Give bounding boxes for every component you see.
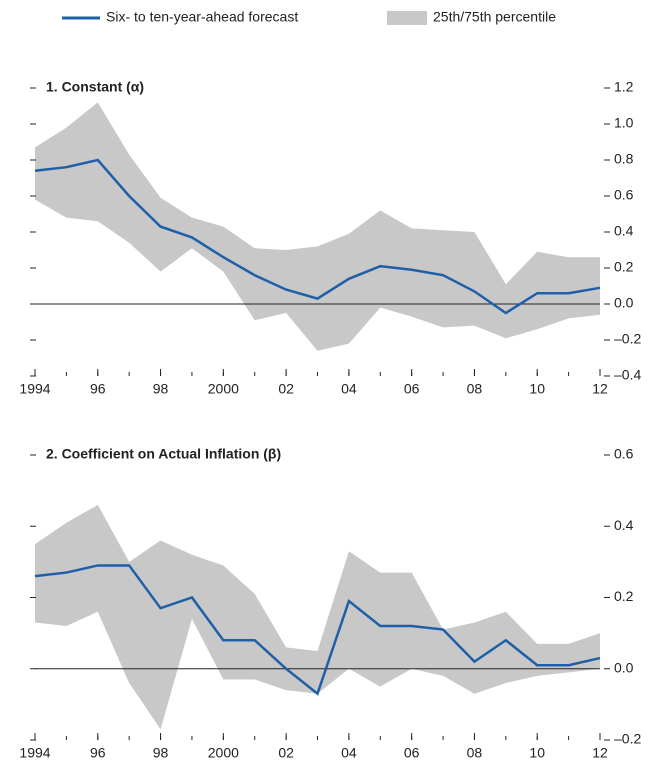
x-tick-label: 96 [90, 745, 106, 761]
y-tick-label: –0.2 [614, 331, 641, 347]
x-tick-label: 04 [341, 381, 357, 397]
y-tick-label: 0.4 [614, 517, 634, 533]
legend-band-swatch [387, 11, 427, 25]
x-tick-label: 06 [404, 381, 420, 397]
y-tick-label: 1.2 [614, 79, 634, 95]
y-tick-label: 0.8 [614, 151, 634, 167]
x-tick-label: 10 [529, 745, 545, 761]
y-tick-label: 0.2 [614, 588, 634, 604]
y-tick-label: –0.2 [614, 731, 641, 747]
y-tick-label: 0.0 [614, 659, 634, 675]
x-tick-label: 2000 [208, 381, 239, 397]
x-tick-label: 1994 [19, 745, 50, 761]
x-tick-label: 1994 [19, 381, 50, 397]
x-tick-label: 10 [529, 381, 545, 397]
x-tick-label: 98 [153, 745, 169, 761]
x-tick-label: 04 [341, 745, 357, 761]
chart-title: 2. Coefficient on Actual Inflation (β) [46, 446, 281, 462]
y-tick-label: 0.4 [614, 223, 634, 239]
y-tick-label: 0.0 [614, 295, 634, 311]
legend-label: Six- to ten-year-ahead forecast [106, 9, 298, 25]
x-tick-label: 12 [592, 745, 608, 761]
x-tick-label: 02 [278, 745, 294, 761]
chart-title: 1. Constant (α) [46, 79, 144, 95]
percentile-band [35, 102, 600, 351]
x-tick-label: 02 [278, 381, 294, 397]
y-tick-label: 0.2 [614, 259, 634, 275]
forecast-line [34, 158, 601, 315]
legend-label: 25th/75th percentile [433, 9, 556, 25]
x-tick-label: 08 [467, 381, 483, 397]
percentile-band [35, 504, 600, 730]
y-tick-label: 1.0 [614, 115, 634, 131]
x-tick-label: 96 [90, 381, 106, 397]
y-tick-label: 0.6 [614, 446, 634, 462]
y-tick-label: –0.4 [614, 367, 641, 383]
x-tick-label: 98 [153, 381, 169, 397]
x-tick-label: 08 [467, 745, 483, 761]
y-tick-label: 0.6 [614, 187, 634, 203]
forecast-line [34, 564, 601, 696]
x-tick-label: 06 [404, 745, 420, 761]
x-tick-label: 2000 [208, 745, 239, 761]
x-tick-label: 12 [592, 381, 608, 397]
